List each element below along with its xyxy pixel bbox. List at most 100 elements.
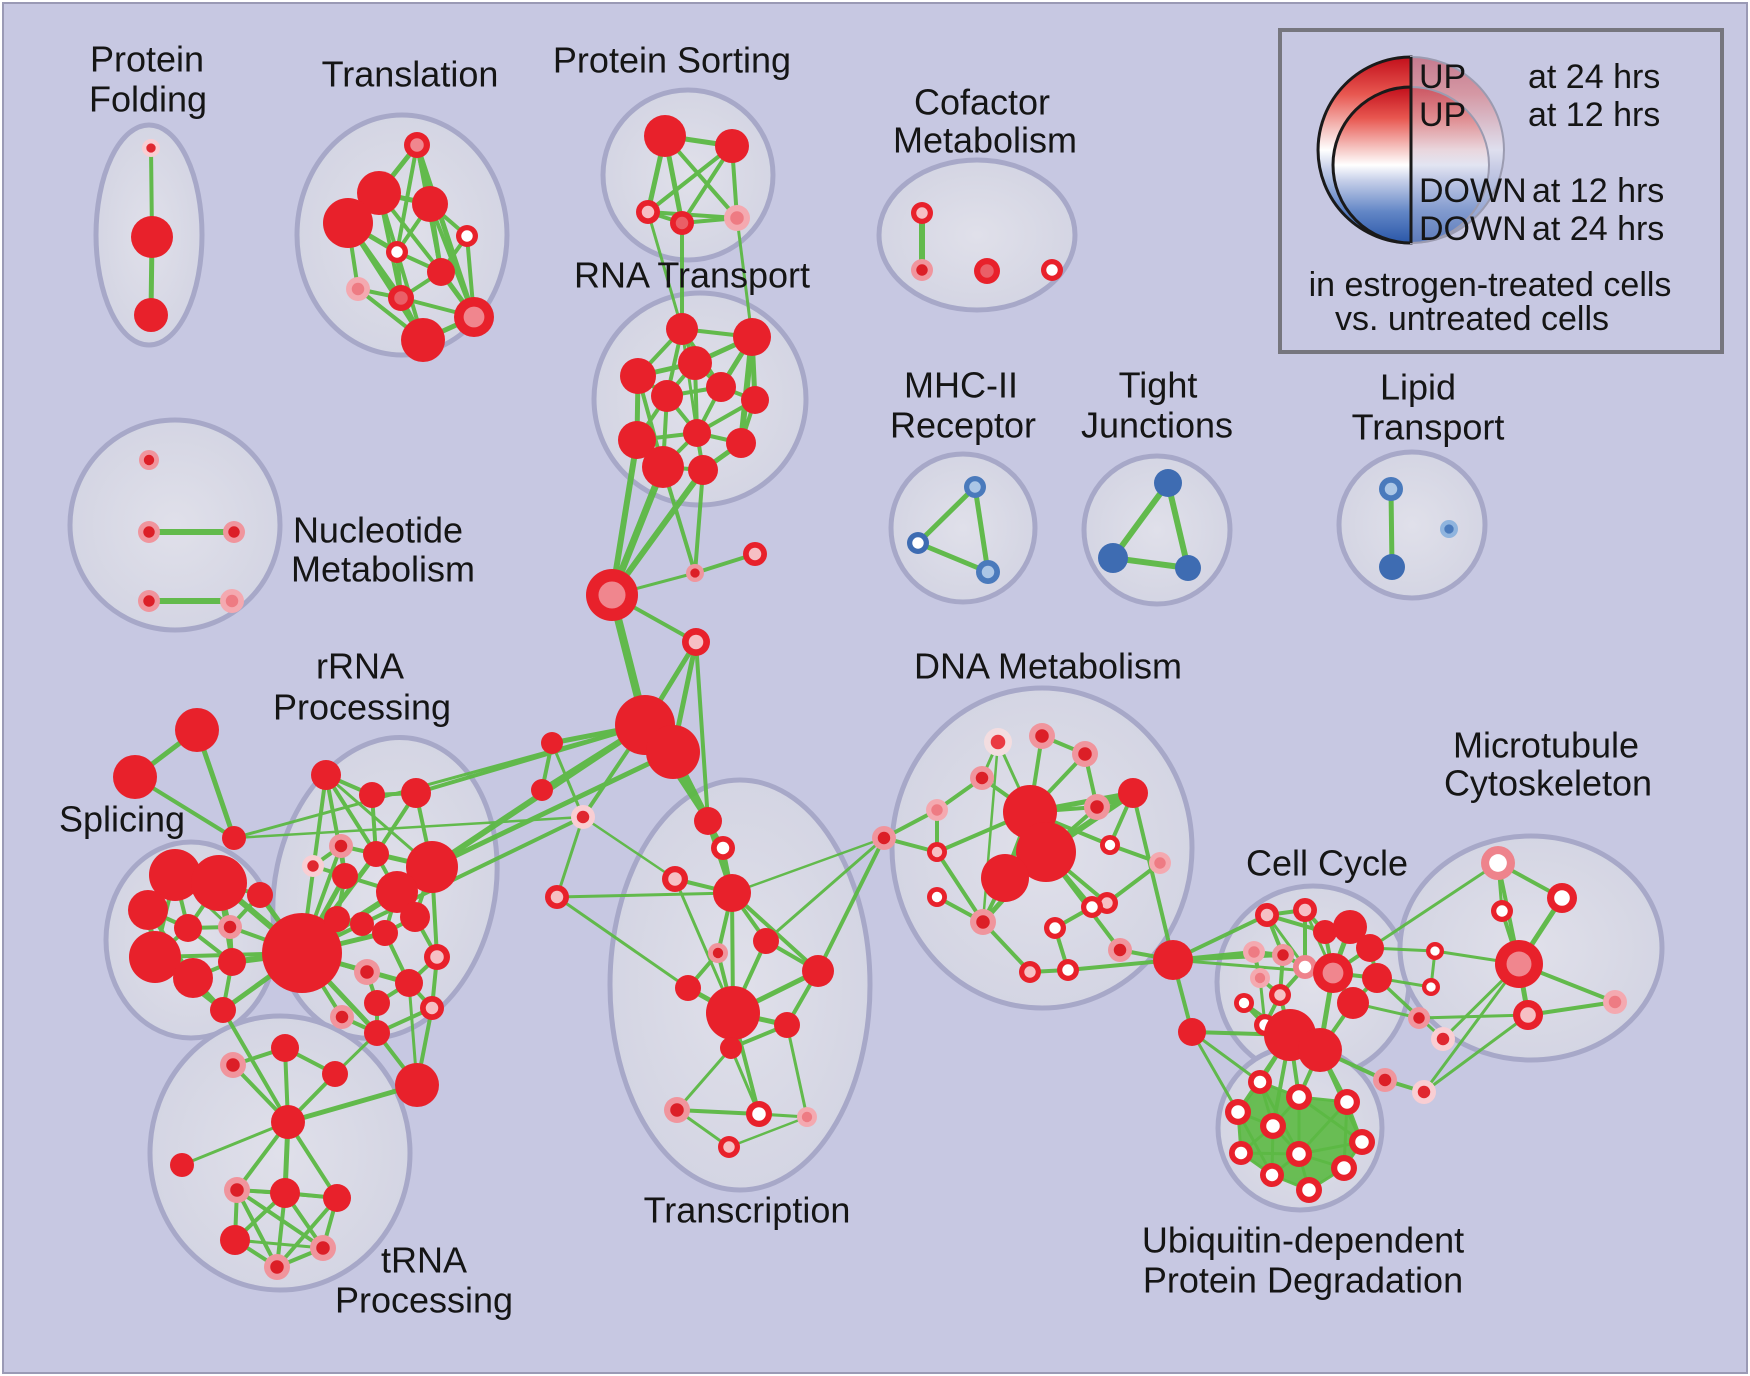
network-edge [693, 468, 705, 575]
node-inner-12hr [916, 264, 928, 276]
network-node [128, 890, 168, 930]
node-inner-12hr [425, 1001, 439, 1015]
node-inner-12hr [270, 1260, 284, 1274]
node-outer-24hr [357, 171, 401, 215]
cluster-label-dna-metabolism: DNA Metabolism [914, 646, 1182, 687]
node-inner-12hr [228, 526, 240, 538]
network-node [395, 1063, 439, 1107]
network-node [138, 521, 160, 543]
node-outer-24hr [376, 871, 418, 913]
node-inner-12hr [550, 890, 564, 904]
network-node [1379, 477, 1403, 501]
network-node [1072, 741, 1098, 767]
network-node [706, 986, 760, 1040]
network-node [271, 1105, 305, 1139]
cluster-label-splicing: Splicing [59, 799, 185, 840]
network-node [1248, 1070, 1272, 1094]
node-inner-12hr [1292, 1147, 1306, 1161]
cluster-label-translation: Translation [322, 54, 499, 95]
node-outer-24hr [175, 708, 219, 752]
node-outer-24hr [271, 1105, 305, 1139]
node-outer-24hr [1175, 555, 1201, 581]
network-node [1084, 794, 1110, 820]
network-edge [1190, 1030, 1240, 1114]
network-node [1100, 835, 1120, 855]
network-node [1379, 554, 1405, 580]
node-inner-12hr [1554, 890, 1570, 906]
network-edge [1131, 791, 1175, 962]
network-node [1313, 953, 1353, 993]
cluster-bubble-lipid-transport [1336, 449, 1488, 601]
network-node [911, 202, 933, 224]
node-inner-12hr [980, 264, 994, 278]
node-outer-24hr [323, 198, 373, 248]
node-inner-12hr [912, 537, 924, 549]
node-outer-24hr [688, 455, 718, 485]
network-node [363, 841, 389, 867]
node-inner-12hr [391, 246, 403, 258]
network-node [222, 826, 246, 850]
node-outer-24hr [1154, 469, 1182, 497]
node-inner-12hr [576, 810, 590, 824]
node-outer-24hr [694, 807, 722, 835]
network-edge [609, 437, 640, 598]
network-edge [785, 1023, 809, 1119]
network-edge [727, 1115, 809, 1149]
node-inner-12hr [226, 1058, 240, 1072]
network-edge [1105, 861, 1162, 905]
node-inner-12hr [1231, 1105, 1245, 1119]
network-node [1408, 1007, 1430, 1029]
network-node [1296, 1177, 1322, 1203]
node-outer-24hr [131, 216, 173, 258]
node-outer-24hr [706, 372, 736, 402]
network-node [1041, 259, 1063, 281]
node-inner-12hr [1274, 989, 1286, 1001]
node-inner-12hr [1024, 966, 1036, 978]
network-node [683, 419, 711, 447]
network-node [974, 258, 1000, 284]
network-node [388, 285, 414, 311]
cluster-label-cell-cycle: Cell Cycle [1246, 843, 1408, 884]
node-inner-12hr [1413, 1012, 1425, 1024]
network-node [1426, 942, 1444, 960]
node-inner-12hr [1355, 1135, 1369, 1149]
network-node [715, 129, 749, 163]
network-node [332, 863, 358, 889]
cluster-bubble-nucleotide-metabolism [67, 417, 283, 633]
node-outer-24hr [128, 890, 168, 930]
node-inner-12hr [1266, 1119, 1280, 1133]
legend-glyph-inner-right [1410, 85, 1490, 245]
network-node [210, 997, 236, 1023]
network-node [872, 826, 896, 850]
node-outer-24hr [1362, 963, 1392, 993]
network-node [364, 1020, 390, 1046]
network-node [1153, 940, 1193, 980]
node-outer-24hr [713, 874, 751, 912]
network-node [1057, 959, 1079, 981]
network-edge [694, 640, 710, 823]
node-outer-24hr [531, 779, 553, 801]
network-edge [428, 202, 476, 319]
node-inner-12hr [675, 216, 689, 230]
cluster-label-nucleotide-metabolism: Nucleotide [293, 510, 463, 551]
network-node [427, 258, 455, 286]
node-outer-24hr [412, 186, 448, 222]
node-inner-12hr [1292, 1090, 1306, 1104]
network-node [907, 532, 929, 554]
node-outer-24hr [324, 906, 350, 932]
cluster-bubble-trna-processing [147, 1013, 413, 1293]
network-edge [1110, 480, 1171, 561]
node-inner-12hr [225, 594, 239, 608]
cluster-label-lipid-transport: Transport [1352, 407, 1505, 448]
network-node [175, 708, 219, 752]
node-inner-12hr [641, 205, 655, 219]
network-node [372, 920, 398, 946]
cluster-label-rna-transport: RNA Transport [574, 255, 810, 296]
node-inner-12hr [1154, 857, 1166, 869]
legend-footer-text: in estrogen-treated cells [1309, 266, 1672, 304]
cluster-label-tight-junctions: Tight [1119, 365, 1198, 406]
network-edge [555, 895, 690, 990]
node-inner-12hr [1417, 1085, 1431, 1099]
network-node [401, 778, 431, 808]
